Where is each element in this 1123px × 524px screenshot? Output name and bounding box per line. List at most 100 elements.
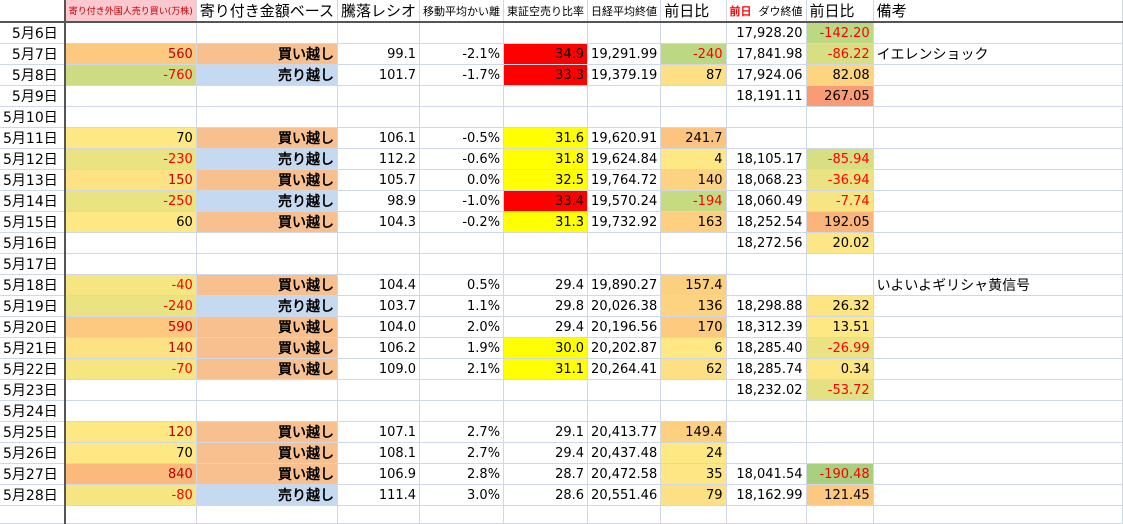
cell-nikkei-change[interactable]: 157.4 <box>660 274 727 296</box>
cell-nikkei-close[interactable]: 19,620.91 <box>587 127 662 149</box>
cell-advance-decline[interactable]: 111.4 <box>337 484 421 506</box>
cell-dow-close[interactable] <box>726 421 807 443</box>
cell-foreign-orders[interactable] <box>64 22 197 44</box>
empty-cell[interactable] <box>660 505 727 524</box>
cell-notes[interactable] <box>873 148 1123 170</box>
cell-foreign-orders[interactable]: -230 <box>64 148 197 170</box>
cell-nikkei-close[interactable]: 19,379.19 <box>587 64 662 86</box>
cell-advance-decline[interactable] <box>337 232 421 254</box>
empty-cell[interactable] <box>196 505 339 524</box>
header-notes[interactable]: 備考 <box>873 0 1123 23</box>
header-dow-close[interactable]: 前日 ダウ終値 <box>726 0 807 23</box>
cell-nikkei-change[interactable] <box>660 85 727 107</box>
cell-advance-decline[interactable] <box>337 106 421 128</box>
cell-nikkei-change[interactable] <box>660 379 727 401</box>
cell-nikkei-close[interactable] <box>587 22 662 44</box>
cell-amount-base[interactable] <box>196 22 339 44</box>
cell-amount-base[interactable] <box>196 253 339 275</box>
cell-ma-deviation[interactable] <box>419 253 505 275</box>
cell-foreign-orders[interactable] <box>64 106 197 128</box>
cell-amount-base[interactable]: 買い越し <box>196 337 339 359</box>
cell-ma-deviation[interactable]: 1.1% <box>419 295 505 317</box>
cell-foreign-orders[interactable]: -250 <box>64 190 197 212</box>
cell-short-ratio[interactable] <box>503 400 589 422</box>
cell-amount-base[interactable]: 買い越し <box>196 169 339 191</box>
cell-short-ratio[interactable]: 29.4 <box>503 316 589 338</box>
row-date[interactable]: 5月28日 <box>0 484 66 506</box>
cell-nikkei-close[interactable] <box>587 379 662 401</box>
cell-dow-close[interactable]: 18,312.39 <box>726 316 807 338</box>
row-date[interactable]: 5月10日 <box>0 106 66 128</box>
cell-nikkei-change[interactable]: 241.7 <box>660 127 727 149</box>
cell-dow-close[interactable]: 18,041.54 <box>726 463 807 485</box>
cell-ma-deviation[interactable] <box>419 85 505 107</box>
header-foreign-orders[interactable]: 寄り付き外国人売り買い(万株) <box>64 0 197 23</box>
row-date[interactable]: 5月19日 <box>0 295 66 317</box>
row-date[interactable]: 5月20日 <box>0 316 66 338</box>
cell-nikkei-change[interactable] <box>660 232 727 254</box>
cell-nikkei-close[interactable]: 19,732.92 <box>587 211 662 233</box>
cell-notes[interactable] <box>873 22 1123 44</box>
cell-advance-decline[interactable]: 108.1 <box>337 442 421 464</box>
cell-ma-deviation[interactable]: -2.1% <box>419 43 505 65</box>
cell-advance-decline[interactable] <box>337 253 421 275</box>
cell-amount-base[interactable]: 買い越し <box>196 463 339 485</box>
cell-foreign-orders[interactable]: 840 <box>64 463 197 485</box>
cell-advance-decline[interactable]: 106.1 <box>337 127 421 149</box>
cell-dow-change[interactable] <box>806 400 874 422</box>
cell-notes[interactable] <box>873 358 1123 380</box>
cell-dow-close[interactable]: 18,252.54 <box>726 211 807 233</box>
cell-nikkei-close[interactable]: 20,472.58 <box>587 463 662 485</box>
empty-cell[interactable] <box>587 505 662 524</box>
cell-dow-close[interactable]: 18,285.74 <box>726 358 807 380</box>
cell-notes[interactable] <box>873 64 1123 86</box>
cell-dow-change[interactable]: -7.74 <box>806 190 874 212</box>
cell-amount-base[interactable]: 買い越し <box>196 211 339 233</box>
cell-amount-base[interactable]: 買い越し <box>196 358 339 380</box>
cell-short-ratio[interactable]: 30.0 <box>503 337 589 359</box>
header-ma-deviation[interactable]: 移動平均かい離 <box>419 0 505 23</box>
cell-amount-base[interactable]: 買い越し <box>196 127 339 149</box>
cell-ma-deviation[interactable] <box>419 232 505 254</box>
cell-advance-decline[interactable] <box>337 22 421 44</box>
cell-notes[interactable] <box>873 190 1123 212</box>
row-date[interactable]: 5月15日 <box>0 211 66 233</box>
empty-cell[interactable] <box>873 505 1123 524</box>
cell-ma-deviation[interactable]: 3.0% <box>419 484 505 506</box>
row-date[interactable]: 5月17日 <box>0 253 66 275</box>
cell-dow-change[interactable]: -26.99 <box>806 337 874 359</box>
cell-dow-change[interactable]: 82.08 <box>806 64 874 86</box>
cell-dow-change[interactable]: -85.94 <box>806 148 874 170</box>
cell-ma-deviation[interactable]: 2.7% <box>419 421 505 443</box>
cell-foreign-orders[interactable]: -240 <box>64 295 197 317</box>
cell-ma-deviation[interactable]: 2.0% <box>419 316 505 338</box>
cell-foreign-orders[interactable]: 560 <box>64 43 197 65</box>
cell-dow-close[interactable] <box>726 400 807 422</box>
cell-notes[interactable] <box>873 85 1123 107</box>
cell-ma-deviation[interactable] <box>419 400 505 422</box>
empty-cell[interactable] <box>806 505 874 524</box>
cell-advance-decline[interactable] <box>337 379 421 401</box>
cell-dow-change[interactable]: -36.94 <box>806 169 874 191</box>
cell-advance-decline[interactable]: 104.0 <box>337 316 421 338</box>
cell-notes[interactable]: いよいよギリシャ黄信号 <box>873 274 1123 296</box>
cell-short-ratio[interactable]: 29.4 <box>503 442 589 464</box>
cell-short-ratio[interactable]: 31.3 <box>503 211 589 233</box>
cell-notes[interactable] <box>873 442 1123 464</box>
cell-dow-close[interactable]: 17,928.20 <box>726 22 807 44</box>
row-date[interactable]: 5月23日 <box>0 379 66 401</box>
cell-dow-change[interactable]: 192.05 <box>806 211 874 233</box>
cell-foreign-orders[interactable]: 150 <box>64 169 197 191</box>
empty-cell[interactable] <box>337 505 421 524</box>
cell-amount-base[interactable]: 買い越し <box>196 316 339 338</box>
row-date[interactable]: 5月25日 <box>0 421 66 443</box>
row-date[interactable]: 5月6日 <box>0 22 66 44</box>
cell-short-ratio[interactable]: 33.3 <box>503 64 589 86</box>
cell-foreign-orders[interactable] <box>64 400 197 422</box>
cell-ma-deviation[interactable]: 2.7% <box>419 442 505 464</box>
row-date[interactable]: 5月24日 <box>0 400 66 422</box>
cell-advance-decline[interactable]: 106.2 <box>337 337 421 359</box>
cell-dow-close[interactable]: 18,232.02 <box>726 379 807 401</box>
empty-cell[interactable] <box>726 505 807 524</box>
header-nikkei-change[interactable]: 前日比 <box>660 0 727 23</box>
